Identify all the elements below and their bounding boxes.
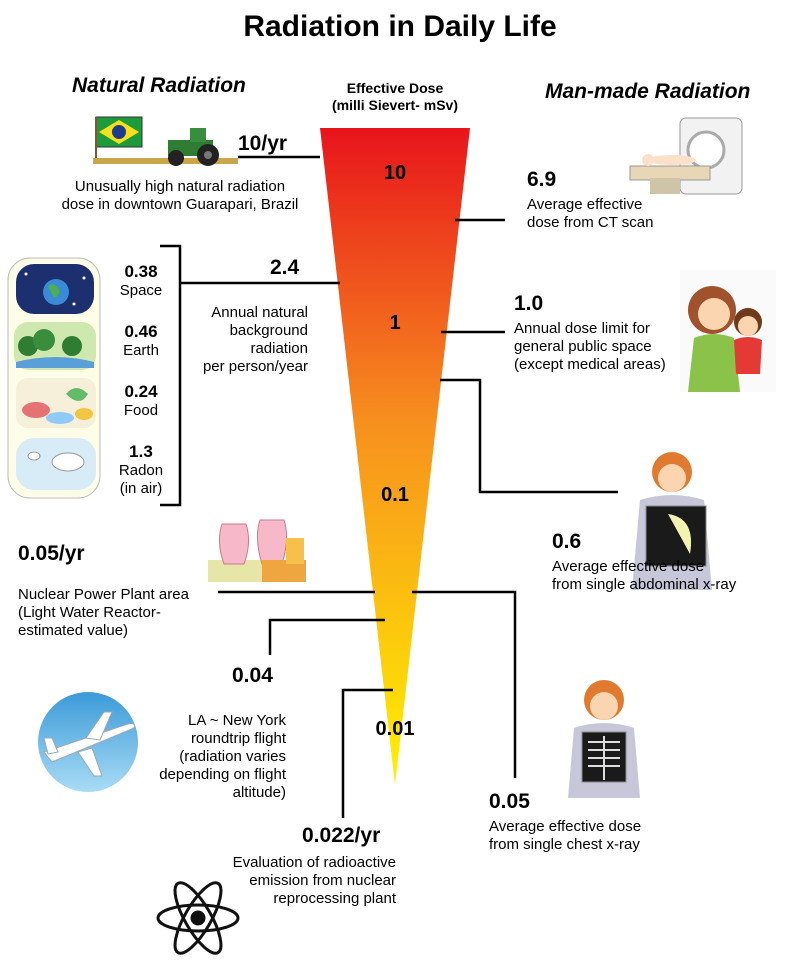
ct-description: Average effective dose from CT scan [527,196,653,232]
desc-line: dose in downtown Guarapari, Brazil [61,196,299,213]
nuclear-plant-description: Nuclear Power Plant area (Light Water Re… [18,586,189,640]
desc-line: Unusually high natural radiation [74,178,286,195]
limit-description: Annual dose limit for general public spa… [514,320,666,374]
component-food: 0.24 Food [102,382,180,420]
desc-line: radiation [250,340,308,357]
component-space: 0.38 Space [102,262,180,300]
ct-value: 6.9 [527,168,557,191]
desc-line: from single abdominal x-ray [552,576,737,593]
ct-scanner-icon [629,117,743,195]
abdominal-value: 0.6 [552,530,582,553]
reprocessing-description: Evaluation of radioactive emission from … [180,854,396,908]
page-title: Radiation in Daily Life [243,10,557,43]
desc-line: per person/year [202,358,308,375]
desc-line: (Light Water Reactor- [18,604,161,621]
limit-value: 1.0 [514,292,544,315]
desc-line: from single chest x-ray [489,836,640,853]
guarapari-value: 10/yr [238,132,288,155]
desc-line: LA ~ New York [188,712,286,729]
natural-sources-illustration [7,257,101,499]
scale-label-0-01: 0.01 [375,718,415,740]
scale-label-1: 1 [389,312,401,334]
background-description: Annual natural background radiation per … [180,304,308,376]
component-value: 0.46 [124,322,158,341]
component-label: Radon [118,462,164,479]
power-plant-icon [208,519,306,582]
component-value: 0.38 [124,262,158,281]
desc-line: (except medical areas) [514,356,666,373]
scale-label-0-1: 0.1 [381,484,409,506]
desc-line: emission from nuclear [249,872,396,889]
desc-line: Average effective dose [552,558,705,575]
component-value: 0.24 [124,382,158,401]
desc-line: Average effective dose [489,818,642,835]
section-manmade-radiation: Man-made Radiation [545,80,751,103]
chest-description: Average effective dose from single chest… [489,818,641,854]
desc-line: (radiation varies [179,748,286,765]
scale-label-10: 10 [383,162,407,184]
chest-value: 0.05 [489,790,530,813]
desc-line: Nuclear Power Plant area [18,586,189,603]
desc-line: roundtrip flight [190,730,286,747]
chest-xray-icon [568,680,640,798]
component-radon: 1.3 Radon (in air) [102,442,180,498]
atom-icon [156,881,240,955]
desc-line: Annual natural [211,304,308,321]
component-label: Space [119,282,163,299]
desc-line: depending on flight [159,766,286,783]
component-label: Food [123,402,159,419]
dose-header-line2: (milli Sievert- mSv) [331,97,459,113]
abdominal-xray-icon [632,452,712,590]
background-value: 2.4 [270,256,300,279]
connector-lines [160,155,618,818]
desc-line: Evaluation of radioactive [232,854,396,871]
desc-line: reprocessing plant [273,890,396,907]
component-label: (in air) [119,480,163,497]
component-value: 1.3 [129,442,153,461]
nuclear-plant-value: 0.05/yr [18,542,85,565]
dose-header: Effective Dose (milli Sievert- mSv) [290,80,500,114]
component-earth: 0.46 Earth [102,322,180,360]
guarapari-description: Unusually high natural radiation dose in… [40,178,320,214]
section-natural-radiation: Natural Radiation [72,74,246,97]
dose-header-line1: Effective Dose [346,80,444,96]
mother-child-icon [680,270,776,392]
desc-line: Average effective [527,196,643,213]
abdominal-description: Average effective dose from single abdom… [552,558,736,594]
desc-line: dose from CT scan [527,214,654,231]
component-label: Earth [123,342,159,359]
desc-line: Annual dose limit for [514,320,650,337]
desc-line: background [229,322,308,339]
desc-line: estimated value) [18,622,129,639]
airplane-icon [38,692,138,792]
flight-value: 0.04 [232,664,273,687]
desc-line: general public space [514,338,652,355]
flight-description: LA ~ New York roundtrip flight (radiatio… [130,712,286,802]
dose-cone [320,128,470,785]
desc-line: altitude) [232,784,286,801]
brazil-tractor-icon [93,116,238,166]
reprocessing-value: 0.022/yr [302,824,381,847]
